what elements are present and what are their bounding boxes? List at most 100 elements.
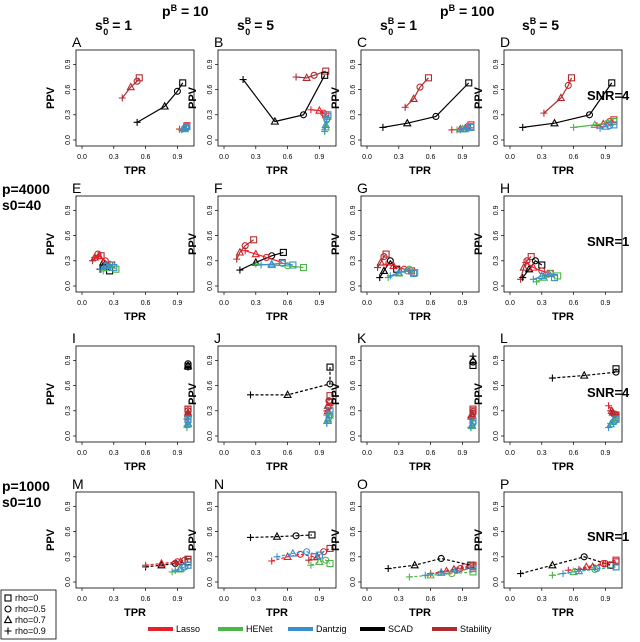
panel-K: K 0.0 0.3 0.6 0.9 0.0 0.3 0.6 0.9 TPR PPV	[330, 330, 480, 473]
point-scad	[283, 390, 292, 398]
y-tick-label: 0.0	[65, 431, 72, 441]
point-scad	[326, 363, 334, 371]
point-stability	[460, 563, 469, 571]
panel-frame	[503, 491, 623, 589]
y-axis-label: PPV	[187, 382, 199, 405]
point-scad	[517, 570, 525, 578]
point-dantzig	[184, 561, 192, 569]
y-tick-label: 0.9	[65, 59, 72, 69]
y-tick-label: 0.9	[207, 205, 214, 215]
x-axis-label: TPR	[266, 461, 288, 473]
panel-label: C	[357, 34, 367, 50]
point-dantzig	[323, 414, 333, 423]
series-line-dantzig	[425, 567, 474, 576]
y-tick-label: 0.9	[493, 205, 500, 215]
x-axis-label: TPR	[409, 165, 431, 177]
panel-J: J 0.0 0.3 0.6 0.9 0.0 0.3 0.6 0.9 TPR PPV	[187, 330, 337, 473]
x-tick-label: 0.6	[426, 450, 436, 457]
x-tick-label: 0.6	[283, 300, 293, 307]
point-stability	[305, 556, 313, 564]
series-line-scad	[388, 557, 472, 570]
point-dantzig	[593, 565, 601, 573]
x-tick-label: 0.3	[537, 450, 547, 457]
point-dantzig	[410, 269, 418, 277]
x-tick-label: 0.6	[141, 450, 151, 457]
series-line-lasso	[245, 250, 283, 264]
point-dantzig	[612, 415, 620, 423]
point-stability	[612, 558, 620, 566]
series-line-lasso	[568, 559, 617, 571]
y-axis-label: PPV	[330, 382, 342, 405]
y-axis-label: PPV	[330, 86, 342, 109]
x-tick-label: 0.6	[283, 154, 293, 161]
y-tick-label: 0.3	[207, 256, 214, 266]
point-dantzig	[460, 124, 469, 133]
point-dantzig	[606, 122, 614, 130]
x-tick-label: 0.3	[394, 300, 404, 307]
point-dantzig	[606, 419, 616, 428]
point-stability	[135, 74, 143, 82]
x-tick-label: 0.6	[426, 300, 436, 307]
point-stability	[376, 257, 386, 266]
point-dantzig	[529, 275, 537, 283]
point-stability	[409, 94, 418, 102]
y-tick-label: 0.3	[65, 256, 72, 266]
x-tick-label: 0.3	[109, 450, 119, 457]
point-scad	[386, 257, 394, 265]
x-tick-label: 0.3	[537, 596, 547, 603]
point-dantzig	[315, 551, 323, 559]
point-lasso	[315, 105, 324, 114]
point-stability	[424, 74, 433, 82]
panel-G: G 0.0 0.3 0.6 0.9 0.0 0.3 0.6 0.9 TPR PPV	[330, 180, 480, 323]
point-stability	[469, 405, 477, 413]
point-dantzig	[182, 123, 190, 131]
x-tick-label: 0.0	[219, 300, 229, 307]
point-lasso	[296, 550, 304, 558]
panel-C: C 0.0 0.3 0.6 0.9 0.0 0.3 0.6 0.9 TPR PPV	[330, 34, 480, 177]
x-tick-label: 0.9	[601, 300, 611, 307]
panel-M: M 0.0 0.3 0.6 0.9 0.0 0.3 0.6 0.9 TPR PPV	[45, 476, 195, 619]
point-stability	[310, 71, 318, 79]
series-line-stability	[121, 77, 140, 99]
x-tick-label: 0.0	[77, 596, 87, 603]
point-dantzig	[289, 261, 297, 269]
y-tick-label: 0.6	[65, 527, 72, 537]
point-henet	[570, 123, 578, 131]
x-axis-label: TPR	[124, 607, 146, 619]
legend-rho-marker	[3, 615, 13, 624]
y-tick-label: 0.3	[65, 552, 72, 562]
header-pB100: pB = 100	[440, 3, 495, 19]
panel-frame	[217, 491, 337, 589]
x-tick-label: 0.0	[362, 450, 372, 457]
x-tick-label: 0.9	[173, 300, 183, 307]
point-stability	[401, 103, 409, 111]
point-dantzig	[386, 272, 394, 280]
point-dantzig	[453, 566, 461, 574]
snr-label-row3: SNR=4	[587, 385, 630, 400]
point-stability	[326, 544, 334, 552]
y-tick-label: 0.9	[350, 501, 357, 511]
panel-label: P	[500, 476, 509, 492]
series-line-scad	[520, 556, 611, 575]
panel-label: B	[214, 34, 223, 50]
x-tick-label: 0.0	[219, 596, 229, 603]
y-tick-label: 0.9	[65, 501, 72, 511]
x-tick-label: 0.9	[458, 154, 468, 161]
point-lasso	[382, 260, 390, 268]
point-scad	[580, 553, 588, 561]
y-tick-label: 0.3	[350, 406, 357, 416]
y-tick-label: 0.6	[350, 231, 357, 241]
point-henet	[426, 570, 435, 579]
y-tick-label: 0.0	[207, 431, 214, 441]
point-scad	[292, 532, 300, 540]
legend-rho-marker	[4, 627, 12, 635]
panel-frame	[360, 195, 480, 293]
panel-label: M	[72, 476, 84, 492]
point-dantzig	[610, 121, 618, 129]
point-scad	[239, 76, 247, 84]
point-lasso	[538, 267, 546, 275]
panel-frame	[217, 195, 337, 293]
y-axis-label: PPV	[187, 232, 199, 255]
y-tick-label: 0.0	[350, 431, 357, 441]
